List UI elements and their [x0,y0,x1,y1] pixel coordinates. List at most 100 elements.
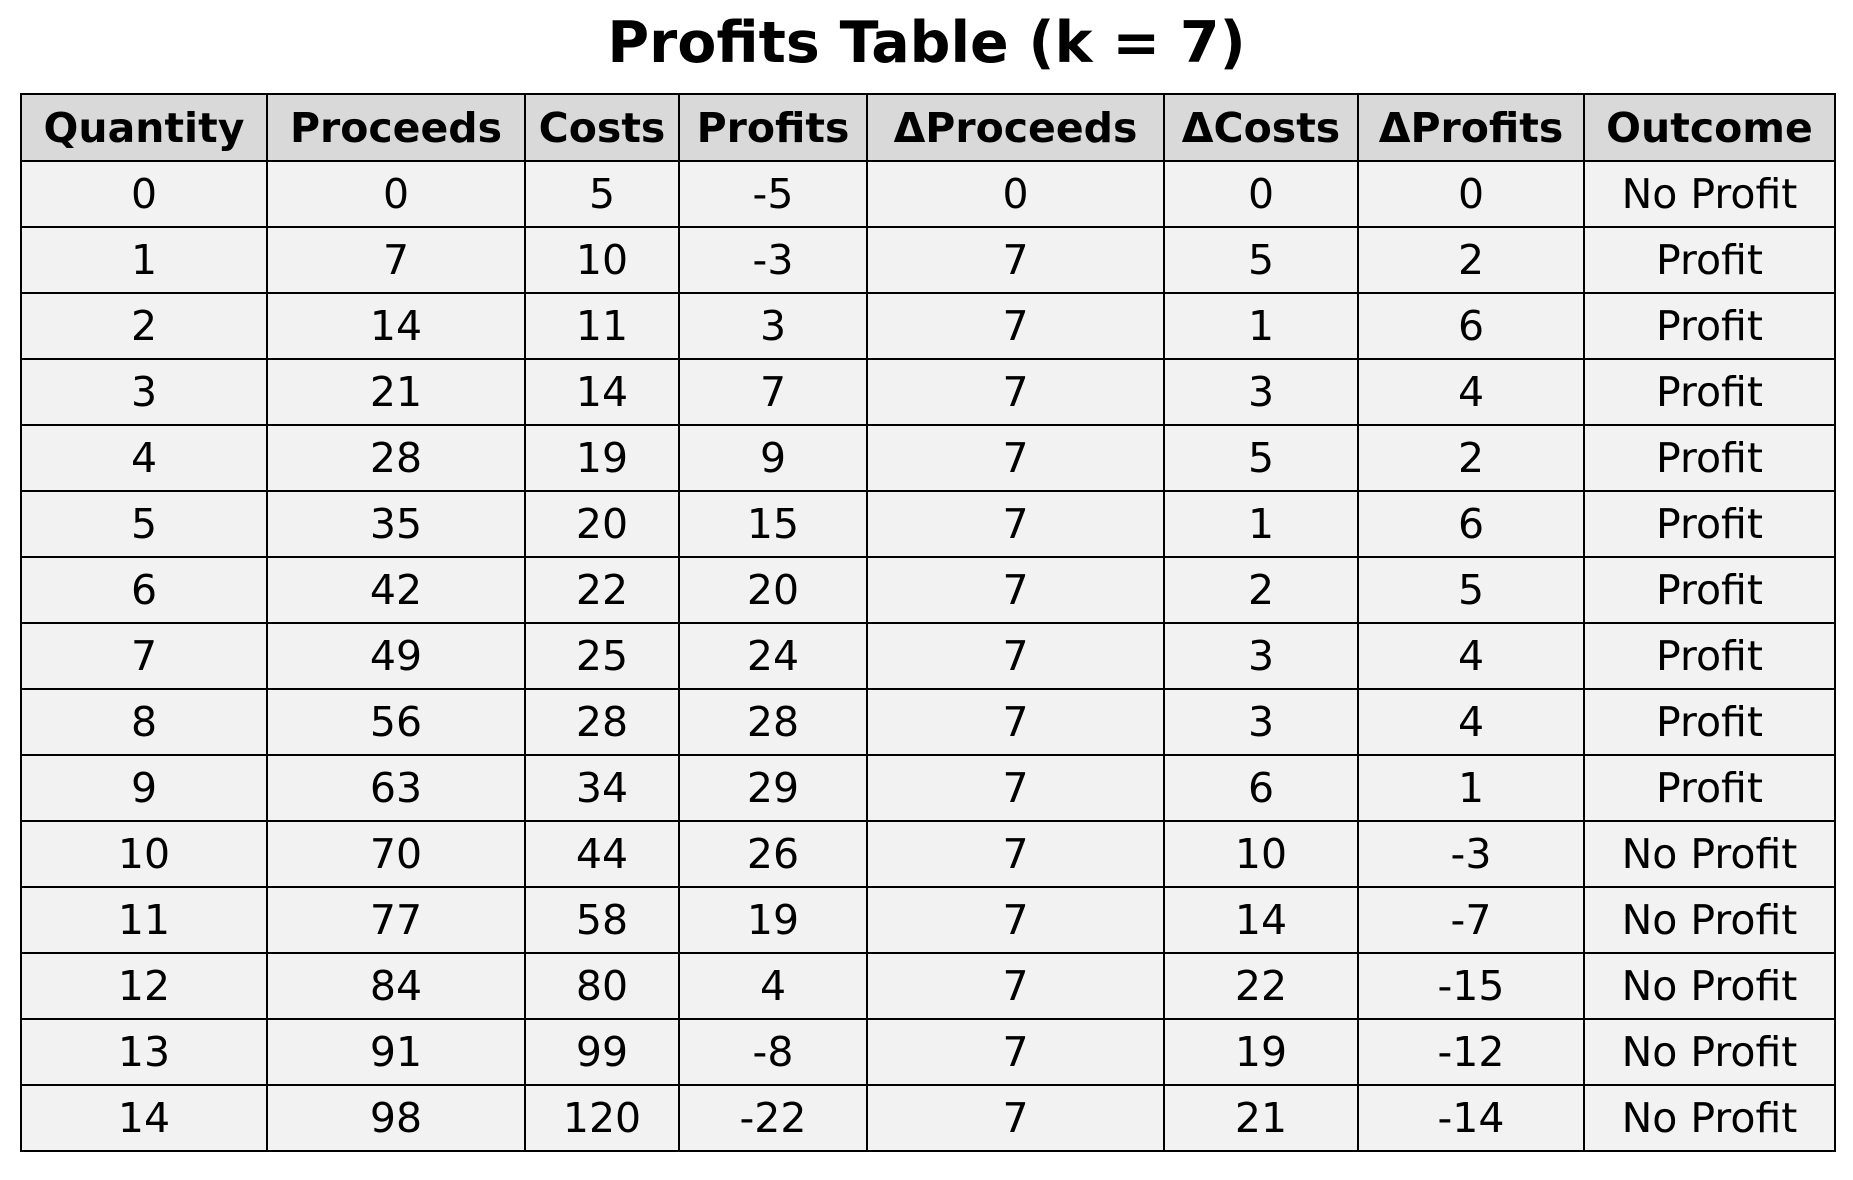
table-cell: 84 [266,952,526,1020]
table-cell: 7 [866,1084,1165,1152]
table-cell: 25 [524,622,680,690]
table-row: 11 77 58 19 7 14 -7 No Profit [20,886,1836,954]
table-cell: 19 [1163,1018,1359,1086]
table-cell: 4 [678,952,868,1020]
table-cell: No Profit [1583,1084,1836,1152]
table-cell: 24 [678,622,868,690]
profits-table: Quantity Proceeds Costs Profits ΔProceeds ΔCo… [20,93,1836,1152]
table-cell: 7 [866,556,1165,624]
table-cell: 10 [20,820,268,888]
table-cell: 7 [678,358,868,426]
table-cell: 21 [266,358,526,426]
table-cell: 7 [866,952,1165,1020]
table-cell: 58 [524,886,680,954]
table-cell: 3 [678,292,868,360]
column-header: ΔProceeds [866,93,1165,162]
table-cell: 6 [20,556,268,624]
table-cell: 10 [524,226,680,294]
table-cell: 120 [524,1084,680,1152]
column-header: Quantity [20,93,268,162]
table-title: Profits Table (k = 7) [607,10,1246,76]
table-cell: 6 [1357,490,1585,558]
table-row: 12 84 80 4 7 22 -15 No Profit [20,952,1836,1020]
column-header: Outcome [1583,93,1836,162]
table-cell: 7 [866,754,1165,822]
table-cell: -8 [678,1018,868,1086]
table-cell: 15 [678,490,868,558]
table-cell: Profit [1583,226,1836,294]
table-cell: 34 [524,754,680,822]
table-cell: 14 [20,1084,268,1152]
table-cell: 20 [678,556,868,624]
table-cell: 29 [678,754,868,822]
table-cell: 6 [1357,292,1585,360]
table-cell: 99 [524,1018,680,1086]
table-cell: No Profit [1583,820,1836,888]
table-cell: 22 [1163,952,1359,1020]
table-cell: 4 [1357,622,1585,690]
table-cell: 7 [866,688,1165,756]
table-cell: Profit [1583,424,1836,492]
table-cell: 19 [678,886,868,954]
table-cell: 7 [866,622,1165,690]
table-row: 8 56 28 28 7 3 4 Profit [20,688,1836,756]
table-row: 14 98 120 -22 7 21 -14 No Profit [20,1084,1836,1152]
table-cell: 5 [1357,556,1585,624]
table-cell: 80 [524,952,680,1020]
table-cell: 20 [524,490,680,558]
table-cell: 7 [866,820,1165,888]
table-cell: Profit [1583,622,1836,690]
table-cell: -3 [1357,820,1585,888]
table-cell: 22 [524,556,680,624]
table-cell: 4 [1357,358,1585,426]
table-cell: Profit [1583,292,1836,360]
table-cell: 5 [20,490,268,558]
table-cell: 0 [266,160,526,228]
column-header: Profits [678,93,868,162]
table-cell: 0 [866,160,1165,228]
column-header: Costs [524,93,680,162]
table-row: 13 91 99 -8 7 19 -12 No Profit [20,1018,1836,1086]
table-cell: 21 [1163,1084,1359,1152]
table-cell: No Profit [1583,160,1836,228]
table-cell: 1 [1163,292,1359,360]
table-cell: -3 [678,226,868,294]
table-cell: 4 [1357,688,1585,756]
table-cell: 2 [1357,424,1585,492]
table-row: 2 14 11 3 7 1 6 Profit [20,292,1836,360]
table-cell: 98 [266,1084,526,1152]
table-cell: 3 [1163,622,1359,690]
table-cell: 0 [1163,160,1359,228]
table-cell: 5 [524,160,680,228]
table-cell: 14 [1163,886,1359,954]
table-cell: 4 [20,424,268,492]
table-row: 6 42 22 20 7 2 5 Profit [20,556,1836,624]
table-cell: 28 [678,688,868,756]
table-cell: 42 [266,556,526,624]
table-cell: Profit [1583,358,1836,426]
table-cell: 14 [266,292,526,360]
table-cell: 0 [20,160,268,228]
table-cell: 11 [20,886,268,954]
table-cell: 2 [1163,556,1359,624]
table-cell: 28 [266,424,526,492]
table-cell: -12 [1357,1018,1585,1086]
table-cell: 7 [866,358,1165,426]
table-cell: 7 [866,1018,1165,1086]
table-cell: 2 [20,292,268,360]
table-cell: 7 [266,226,526,294]
table-cell: 12 [20,952,268,1020]
table-cell: 28 [524,688,680,756]
table-cell: 6 [1163,754,1359,822]
table-body: 0 0 5 -5 0 0 0 No Profit 1 7 10 -3 7 5 2 Profit 2 14 11 3 7 1… [20,160,1836,1152]
table-cell: 9 [20,754,268,822]
column-header: Proceeds [266,93,526,162]
table-cell: 11 [524,292,680,360]
table-cell: -22 [678,1084,868,1152]
table-cell: 70 [266,820,526,888]
table-row: 10 70 44 26 7 10 -3 No Profit [20,820,1836,888]
table-cell: No Profit [1583,1018,1836,1086]
column-header: ΔProfits [1357,93,1585,162]
table-cell: 8 [20,688,268,756]
table-cell: No Profit [1583,952,1836,1020]
